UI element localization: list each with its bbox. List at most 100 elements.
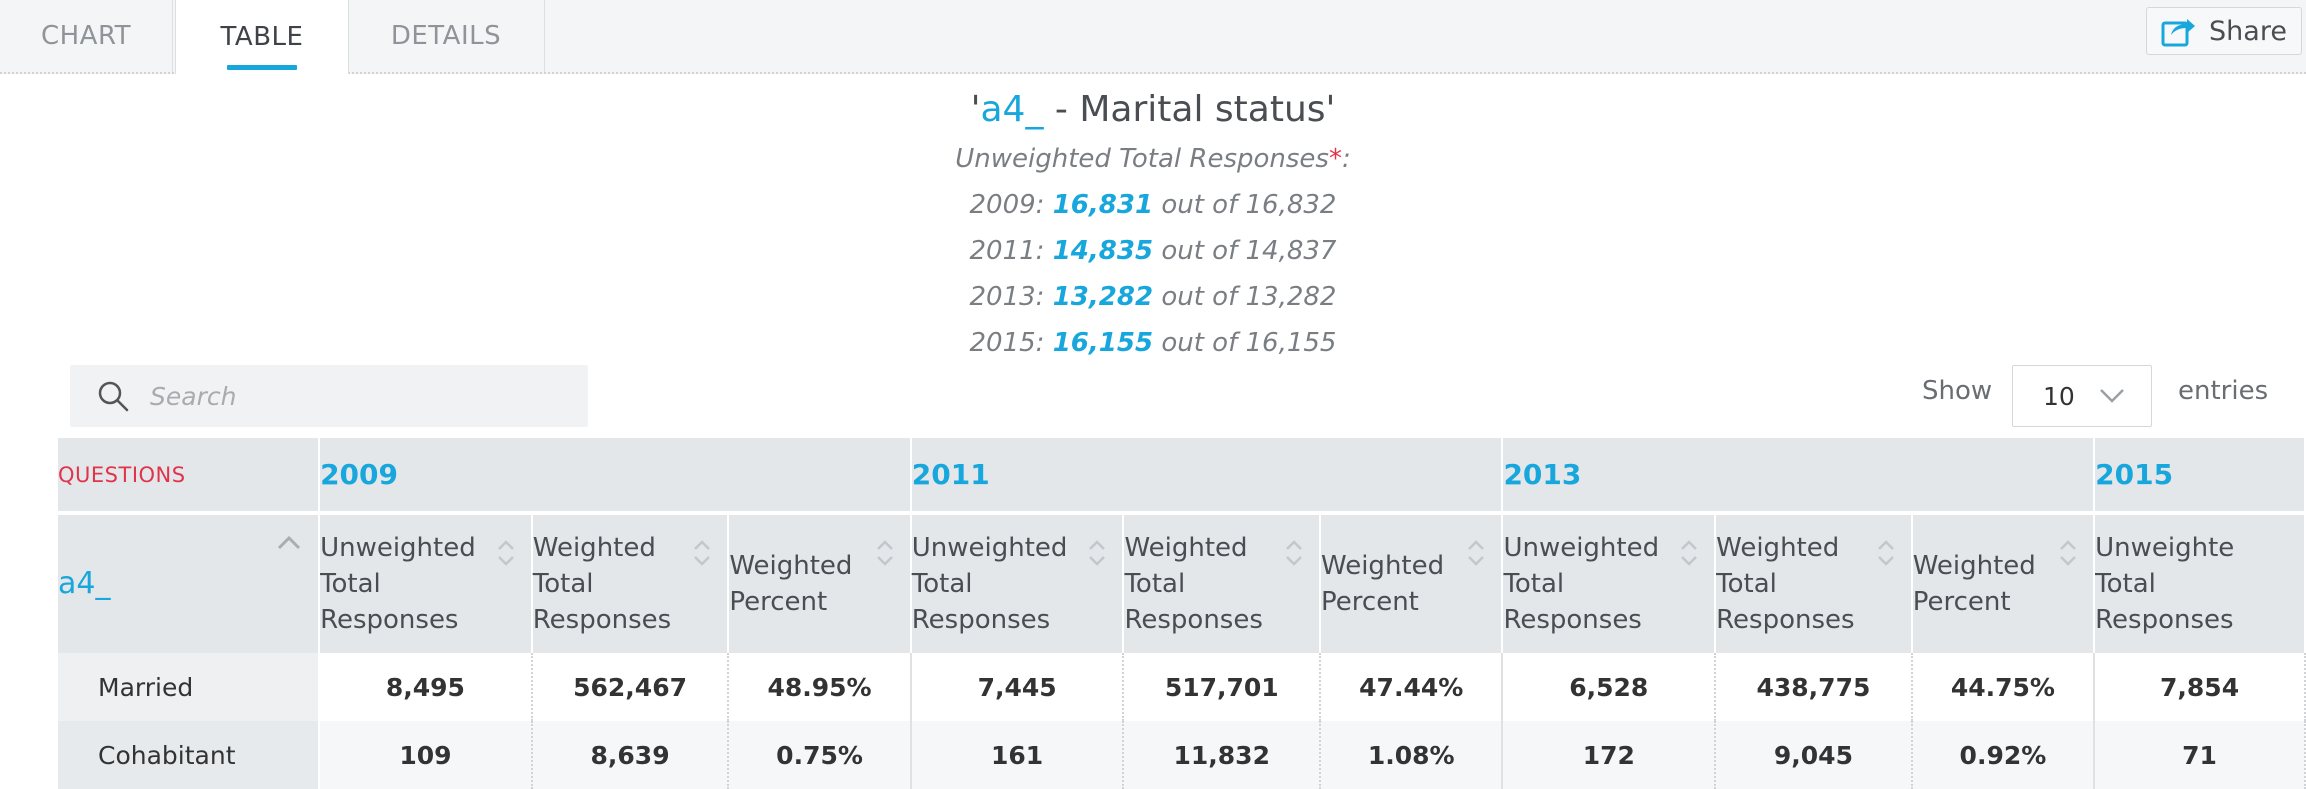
tab-table[interactable]: TABLE [175, 0, 349, 74]
header-line: Responses [1716, 605, 1855, 635]
top-bar: CHART TABLE DETAILS Share [0, 0, 2306, 74]
header-line: Weighted [1321, 551, 1445, 581]
table-row: Married 8,495 562,467 48.95% 7,445 517,7… [58, 653, 2306, 721]
sort-header-unweighted-2015[interactable]: Unweighte Total Responses [2094, 511, 2306, 653]
header-line: Unweighte [2095, 533, 2235, 563]
search-icon [98, 381, 129, 412]
search-input[interactable] [148, 380, 552, 412]
table-cell: 8,495 [319, 653, 533, 721]
entries-select[interactable]: 10 [2012, 365, 2152, 427]
table-cell: 172 [1502, 721, 1717, 789]
responses-out-of: out of 14,837 [1153, 236, 1337, 266]
tab-table-label: TABLE [220, 22, 304, 52]
sort-both-icon [2060, 540, 2077, 566]
header-line: Responses [320, 605, 459, 635]
sort-header-percent-2009[interactable]: Weighted Percent [728, 511, 912, 653]
table-cell: 7,445 [910, 653, 1125, 721]
header-line: Unweighted [911, 533, 1068, 563]
header-line: Total [532, 569, 594, 599]
header-line: Unweighted [1503, 533, 1660, 563]
title-question-text: - Marital status' [1043, 89, 1336, 130]
table-cell: 47.44% [1320, 653, 1504, 721]
responses-year-2013: 2013: 13,282 out of 13,282 [0, 274, 2306, 320]
header-line: Total [911, 569, 973, 599]
entries-select-value: 10 [2043, 381, 2075, 411]
header-line: Percent [1912, 587, 2011, 617]
sort-header-weighted-2009[interactable]: Weighted Total Responses [531, 511, 730, 653]
sort-header-a4[interactable]: a4_ [58, 511, 321, 653]
responses-out-of: out of 16,155 [1153, 328, 1337, 358]
share-button[interactable]: Share [2146, 7, 2302, 55]
header-line: Weighted [532, 533, 656, 563]
header-line: Weighted [729, 551, 853, 581]
table-cell: 48.95% [728, 653, 912, 721]
entries-label: entries [2178, 376, 2269, 406]
sort-header-weighted-2013[interactable]: Weighted Total Responses [1715, 511, 1913, 653]
tab-details[interactable]: DETAILS [348, 0, 545, 72]
header-line: Total [1503, 569, 1565, 599]
header-line: Percent [729, 587, 828, 617]
sort-header-unweighted-2013[interactable]: Unweighted Total Responses [1502, 511, 1717, 653]
header-line: Responses [2095, 605, 2234, 635]
responses-colon: : [1341, 144, 1351, 174]
header-line: Total [2095, 569, 2156, 599]
responses-count: 16,831 [1052, 190, 1154, 220]
sort-header-unweighted-2009[interactable]: Unweighted Total Responses [319, 511, 533, 653]
responses-count: 16,155 [1052, 328, 1154, 358]
sort-both-icon [1681, 540, 1698, 566]
show-label: Show [1922, 376, 1993, 406]
sort-header-unweighted-2011[interactable]: Unweighted Total Responses [910, 511, 1125, 653]
year-header-2009: 2009 [319, 438, 912, 513]
responses-count: 14,835 [1052, 236, 1154, 266]
responses-label: Unweighted Total Responses*: [0, 136, 2306, 182]
column-header-row: a4_ Unweighted Total Responses Weighted Tot… [58, 511, 2306, 653]
year-header-2011: 2011 [910, 438, 1504, 513]
sort-header-weighted-2011[interactable]: Weighted Total Responses [1123, 511, 1322, 653]
sort-header-percent-2013[interactable]: Weighted Percent [1911, 511, 2096, 653]
table-cell: 438,775 [1715, 653, 1913, 721]
table-cell: 9,045 [1715, 721, 1913, 789]
sort-both-icon [1877, 540, 1894, 566]
year-label: 2013: [969, 282, 1053, 312]
table-cell: 1.08% [1320, 721, 1504, 789]
row-label: Cohabitant [58, 721, 321, 789]
header-line: Total [1124, 569, 1186, 599]
table-cell: 161 [910, 721, 1125, 789]
year-label: 2011: [969, 236, 1053, 266]
sort-header-percent-2011[interactable]: Weighted Percent [1320, 511, 1504, 653]
sort-both-icon [497, 540, 514, 566]
table-cell: 517,701 [1123, 653, 1322, 721]
table-cell: 0.92% [1911, 721, 2096, 789]
table-cell: 8,639 [531, 721, 730, 789]
year-label: 2015: [969, 328, 1053, 358]
page-title: 'a4_ - Marital status' [0, 84, 2306, 136]
search-box [70, 365, 588, 427]
responses-label-text: Unweighted Total Responses [955, 144, 1329, 174]
questions-header: QUESTIONS [58, 438, 321, 513]
responses-year-2011: 2011: 14,835 out of 14,837 [0, 228, 2306, 274]
year-header-2013: 2013 [1502, 438, 2096, 513]
year-label: 2009: [969, 190, 1053, 220]
table-cell: 6,528 [1502, 653, 1717, 721]
row-label: Married [58, 653, 321, 721]
share-label: Share [2209, 15, 2287, 47]
header-line: Percent [1321, 587, 1419, 617]
title-open-quote: ' [970, 89, 981, 130]
active-tab-indicator [227, 65, 297, 70]
sort-both-icon [1468, 540, 1485, 566]
sort-asc-icon [278, 535, 301, 550]
year-header-row: QUESTIONS 2009 2011 2013 2015 [58, 438, 2306, 513]
sort-both-icon [1286, 540, 1302, 566]
table-row: Cohabitant 109 8,639 0.75% 161 11,832 1.… [58, 721, 2306, 789]
responses-year-2009: 2009: 16,831 out of 16,832 [0, 182, 2306, 228]
table-cell: 0.75% [728, 721, 912, 789]
responses-out-of: out of 13,282 [1153, 282, 1337, 312]
header-line: Responses [1503, 605, 1642, 635]
tab-chart[interactable]: CHART [0, 0, 173, 72]
table-cell: 44.75% [1911, 653, 2096, 721]
table-cell: 7,854 [2094, 653, 2306, 721]
year-header-2015: 2015 [2094, 438, 2306, 513]
header-line: Weighted [1912, 551, 2036, 581]
row-header-label: a4_ [58, 566, 111, 601]
responses-count: 13,282 [1052, 282, 1154, 312]
